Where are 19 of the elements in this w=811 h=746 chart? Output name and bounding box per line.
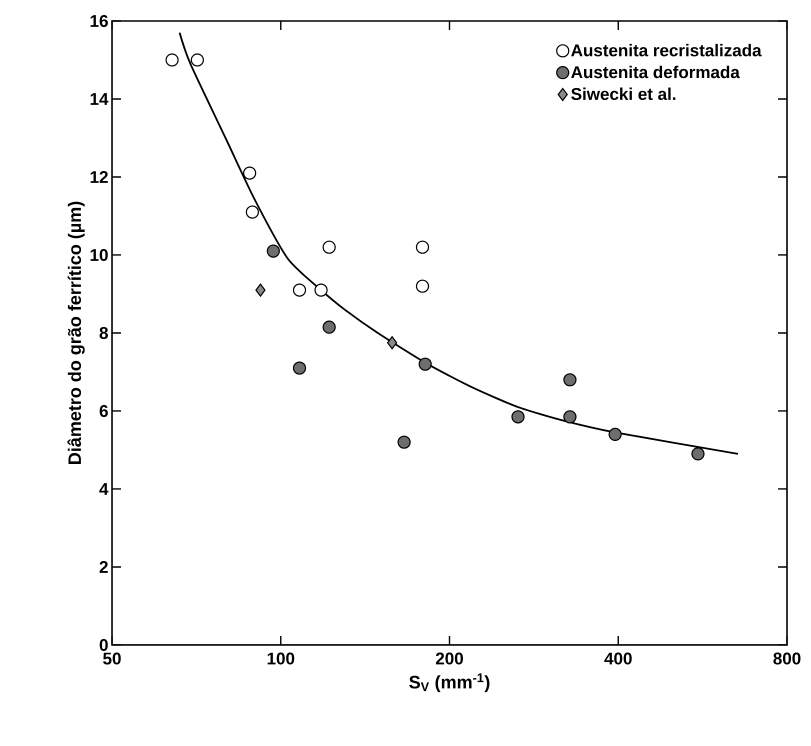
x-tick-label: 400 — [604, 652, 632, 665]
y-tick-label: 14 — [90, 93, 108, 105]
y-tick-label: 16 — [90, 14, 108, 28]
x-tick-label: 100 — [268, 652, 294, 665]
x-tick-label: 800 — [773, 652, 800, 665]
legend-label: Austenita deformada — [571, 66, 740, 78]
x-axis-title: S$_{V}$ (mm$^{-1}$) — [409, 673, 490, 692]
x-tick-label: 200 — [436, 652, 463, 665]
y-tick-label: 4 — [99, 483, 108, 495]
x-tick-label: 50 — [103, 652, 121, 665]
y-tick-label: 0 — [100, 638, 108, 652]
y-tick-label: 2 — [100, 561, 108, 573]
y-tick-label: 6 — [100, 404, 108, 418]
legend-label: Austenita recristalizada — [571, 44, 762, 56]
y-axis-title: Diâmetro do grão ferrítico (µm) — [67, 202, 85, 464]
y-tick-label: 10 — [90, 248, 108, 262]
legend-label: Siwecki et al. — [571, 88, 676, 100]
y-tick-label: 8 — [100, 326, 108, 340]
y-tick-label: 12 — [90, 171, 108, 183]
